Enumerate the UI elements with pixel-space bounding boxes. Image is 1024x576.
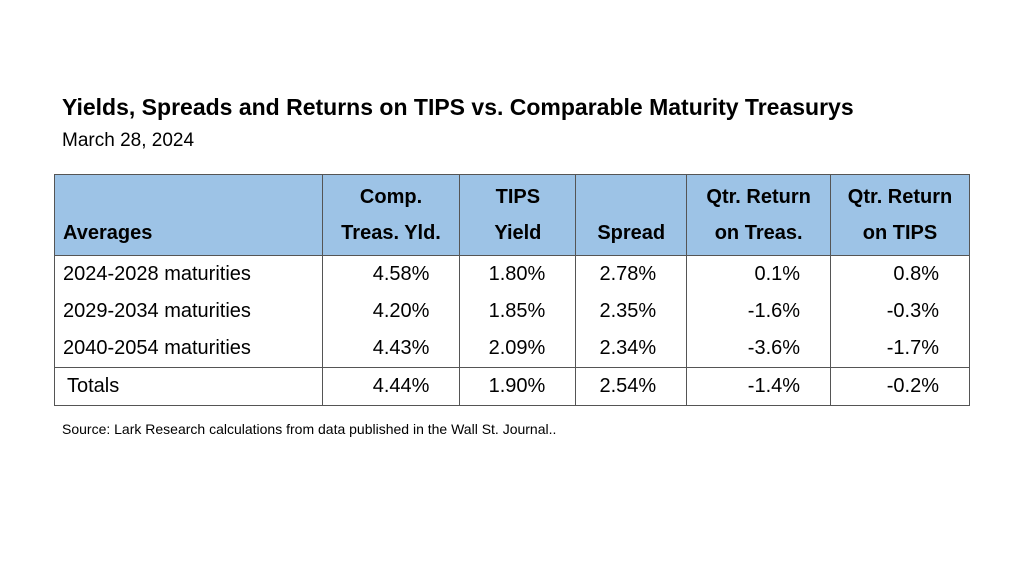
table-cell: 4.58% [321,255,461,293]
table-cell: 2.35% [575,293,688,330]
header-text: on TIPS [862,222,938,244]
table-cell: 0.8% [830,255,970,293]
table-cell: 2.54% [575,367,688,406]
header-text: on Treas. [714,222,803,244]
table-cell: 1.80% [459,255,577,293]
header-cell: Comp. Treas. Yld. [321,174,461,256]
table-cell: 0.1% [686,255,832,293]
table-cell: -1.4% [686,367,832,406]
header-cell: TIPS Yield [459,174,577,256]
table-cell: -3.6% [686,330,832,368]
header-text: TIPS [495,186,541,208]
table-cell: 2040-2054 maturities [54,330,323,368]
header-text: Spread [597,222,666,244]
table-cell: -1.6% [686,293,832,330]
subtitle: March 28, 2024 [62,130,195,151]
table-cell: 4.43% [321,330,461,368]
source-note: Source: Lark Research calculations from … [62,421,557,437]
header-cell: Averages [54,174,323,256]
data-table: Averages Comp. Treas. Yld. TIPS Yield Spread Q… [54,174,970,406]
table-row: 2040-2054 maturities 4.43% 2.09% 2.34% -3.6%… [54,330,970,368]
table-cell: -0.2% [830,367,970,406]
table-cell: -1.7% [830,330,970,368]
header-text: Qtr. Return [847,186,953,208]
table-cell: Totals [54,367,323,406]
table-cell: 2.34% [575,330,688,368]
table-cell: 1.85% [459,293,577,330]
header-text: Averages [63,222,153,244]
table-cell: 2.78% [575,255,688,293]
header-cell: Spread [575,174,688,256]
table-cell: 4.44% [321,367,461,406]
header-text: Qtr. Return [706,186,811,208]
header-cell: Qtr. Return on TIPS [830,174,970,256]
title: Yields, Spreads and Returns on TIPS vs. … [62,94,854,120]
header-text: Treas. Yld. [341,222,441,244]
header-cell: Qtr. Return on Treas. [686,174,832,256]
table-cell: 4.20% [321,293,461,330]
header-text: Yield [494,222,542,244]
table-cell: -0.3% [830,293,970,330]
table-cell: 2024-2028 maturities [54,255,323,293]
header-text: Comp. [359,186,423,208]
table-cell: 2029-2034 maturities [54,293,323,330]
table-row: 2024-2028 maturities 4.58% 1.80% 2.78% 0.1% 0… [54,255,970,293]
table-cell: 2.09% [459,330,577,368]
header-row: Averages Comp. Treas. Yld. TIPS Yield Spread Q… [54,174,970,256]
table-cell: 1.90% [459,367,577,406]
table-row: 2029-2034 maturities 4.20% 1.85% 2.35% -1.6%… [54,293,970,330]
table-row: Totals 4.44% 1.90% 2.54% -1.4% -0.2% [54,367,970,406]
